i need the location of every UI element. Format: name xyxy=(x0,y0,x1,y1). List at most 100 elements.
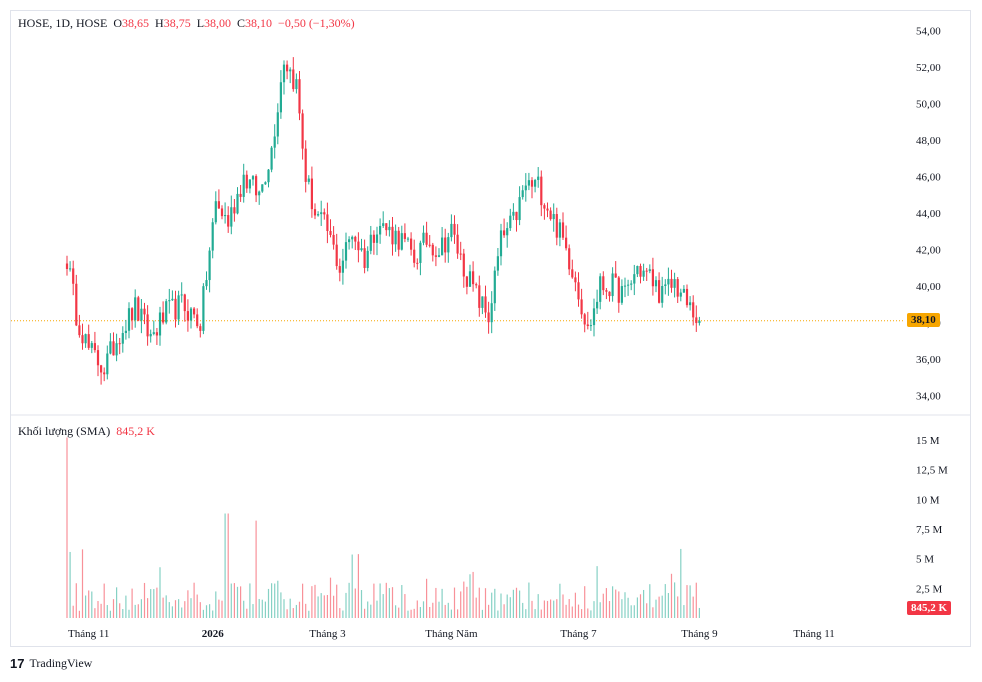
volume-bar xyxy=(88,590,90,618)
candle-body xyxy=(506,228,509,236)
candle-body xyxy=(329,230,332,235)
volume-bar xyxy=(590,610,592,618)
volume-bar xyxy=(367,601,369,618)
volume-bar xyxy=(587,608,589,618)
volume-bar xyxy=(484,588,487,618)
candle-body xyxy=(341,260,344,273)
volume-bar xyxy=(199,602,201,618)
candle-body xyxy=(255,176,258,196)
volume-bar xyxy=(323,595,325,618)
volume-bar xyxy=(565,604,567,618)
candle-body xyxy=(596,301,599,309)
last-volume-badge: 845,2 K xyxy=(907,600,952,615)
candle-body xyxy=(565,237,568,249)
volume-bar xyxy=(658,596,660,618)
candle-body xyxy=(472,271,475,285)
volume-bar xyxy=(438,601,440,618)
candle-body xyxy=(462,253,465,277)
candle-body xyxy=(338,266,341,273)
volume-bar xyxy=(122,609,124,618)
volume-bar xyxy=(348,582,350,618)
candle-body xyxy=(391,226,394,245)
volume-bar xyxy=(643,589,645,618)
candle-body xyxy=(434,255,437,257)
time-tick-label: Tháng 11 xyxy=(793,628,834,640)
volume-bar xyxy=(364,608,366,618)
volume-bar xyxy=(103,583,105,618)
volume-bar xyxy=(345,592,347,618)
volume-bar xyxy=(156,587,158,618)
volume-value: 845,2 K xyxy=(116,424,155,438)
volume-bar xyxy=(680,548,682,618)
candle-body xyxy=(270,147,273,170)
candle-body xyxy=(96,350,100,366)
candle-body xyxy=(242,174,245,197)
volume-bar xyxy=(66,437,68,618)
volume-bar xyxy=(534,609,536,618)
volume-bar xyxy=(410,609,412,618)
candle-body xyxy=(174,298,177,320)
volume-bar xyxy=(75,583,77,618)
candle-body xyxy=(558,222,561,238)
time-tick-label: Tháng 9 xyxy=(681,628,718,640)
volume-bar xyxy=(336,584,338,618)
candle-body xyxy=(307,178,310,182)
candle-body xyxy=(289,69,292,72)
candle-body xyxy=(577,282,580,300)
candle-body xyxy=(310,178,313,210)
volume-bar xyxy=(419,607,421,618)
volume-bar xyxy=(258,598,260,618)
volume-bar xyxy=(274,583,276,618)
candle-body xyxy=(220,208,224,217)
volume-bar xyxy=(168,602,170,618)
candle-body xyxy=(279,82,282,113)
candle-body xyxy=(320,212,323,215)
volume-bar xyxy=(695,582,697,618)
volume-bar xyxy=(488,604,490,618)
volume-bar xyxy=(78,610,80,618)
candle-body xyxy=(112,341,115,356)
candle-body xyxy=(366,250,369,268)
volume-bar xyxy=(230,583,232,618)
candle-body xyxy=(605,290,608,292)
candle-body xyxy=(245,174,248,189)
volume-bar xyxy=(277,580,279,618)
candle-body xyxy=(673,279,676,288)
brand[interactable]: 17 TradingView xyxy=(10,656,92,671)
volume-bar xyxy=(150,589,152,618)
candle-body xyxy=(537,176,540,180)
volume-bar xyxy=(69,551,71,618)
tradingview-logo-icon: 17 xyxy=(10,656,25,671)
candle-body xyxy=(189,308,193,321)
volume-bar xyxy=(689,585,691,618)
price-tick-label: 40,00 xyxy=(916,281,941,293)
volume-bar xyxy=(670,573,673,618)
candle-body xyxy=(437,255,441,257)
candle-body xyxy=(149,333,152,337)
volume-bar xyxy=(422,601,425,618)
volume-bar xyxy=(432,602,434,618)
candle-body xyxy=(648,269,651,272)
candle-body xyxy=(211,222,214,251)
candle-body xyxy=(313,209,317,216)
candle-body xyxy=(118,343,121,345)
volume-bar xyxy=(212,610,214,618)
volume-bar xyxy=(85,595,87,618)
volume-bar xyxy=(624,592,626,618)
volume-bar xyxy=(627,597,629,618)
volume-bar xyxy=(584,586,586,618)
open-value: 38,65 xyxy=(122,16,150,30)
time-tick-label: Tháng Năm xyxy=(425,628,478,640)
candle-body xyxy=(406,238,410,240)
candle-body xyxy=(78,325,81,336)
candle-body xyxy=(682,288,685,293)
candle-body xyxy=(69,268,72,270)
volume-bar xyxy=(639,594,642,618)
candle-body xyxy=(72,268,75,284)
candle-body xyxy=(326,214,329,231)
volume-bar xyxy=(209,604,211,618)
volume-bar xyxy=(181,607,183,618)
candle-body xyxy=(93,343,96,351)
volume-bar xyxy=(537,594,539,618)
